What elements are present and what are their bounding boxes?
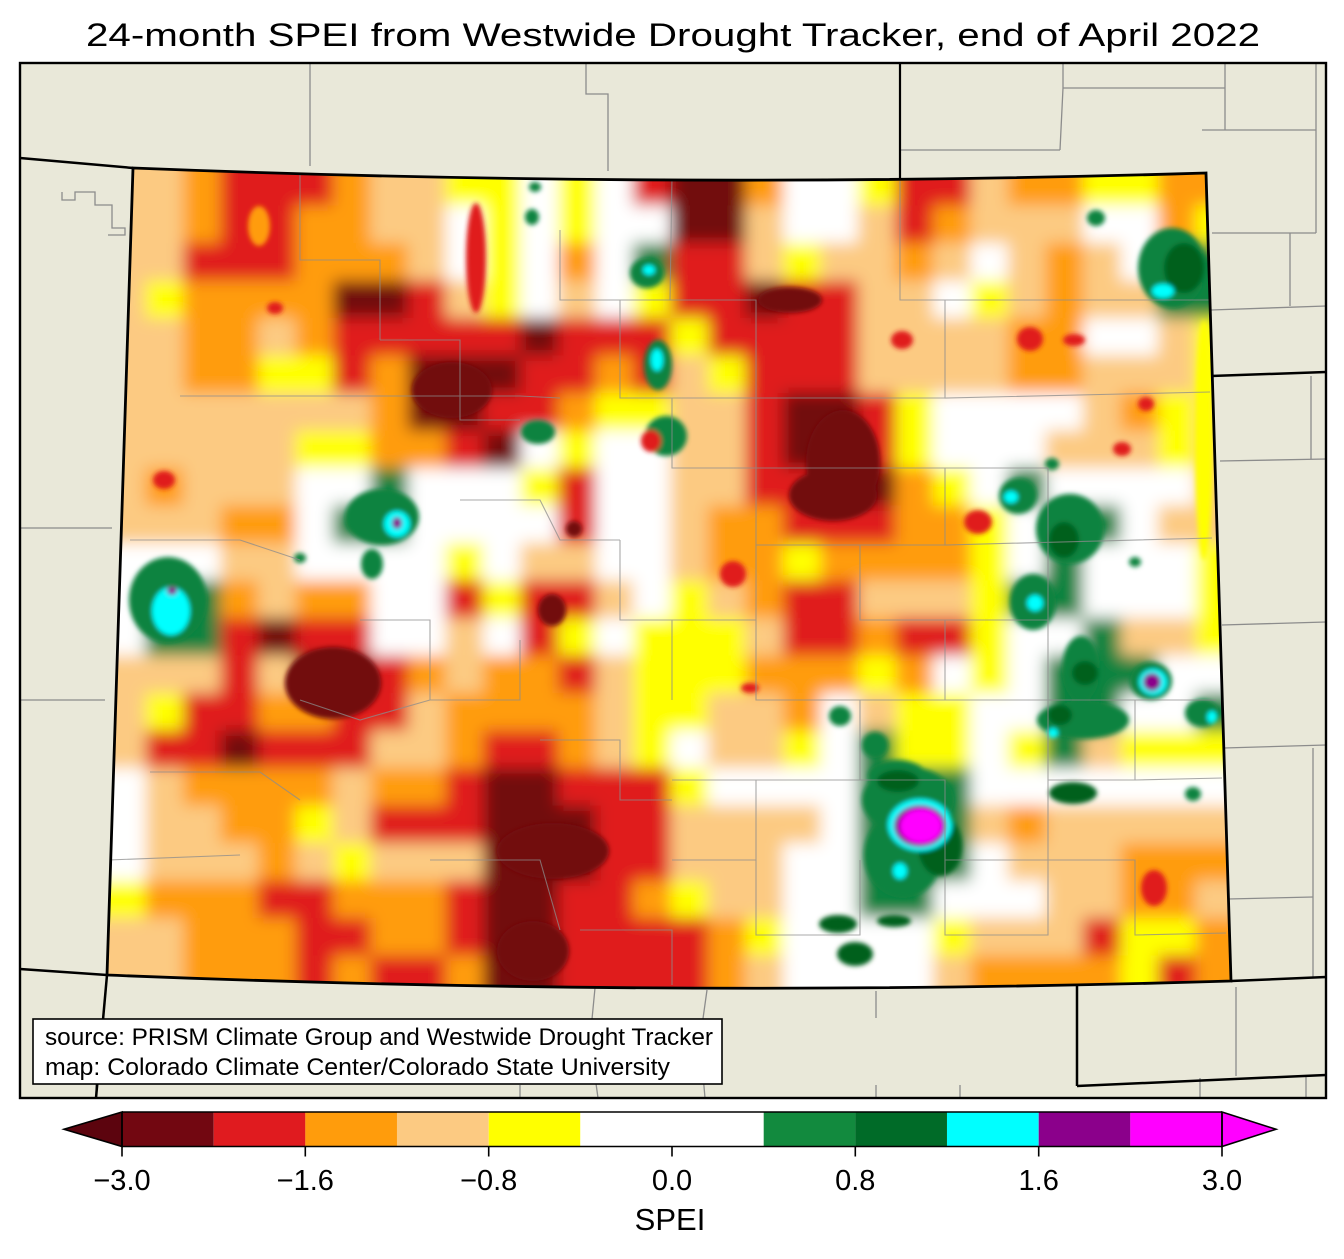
svg-text:−3.0: −3.0 <box>93 1165 150 1197</box>
svg-text:1.6: 1.6 <box>1019 1165 1059 1197</box>
svg-text:24-month SPEI from Westwide Dr: 24-month SPEI from Westwide Drought Trac… <box>86 17 1260 53</box>
svg-text:0.0: 0.0 <box>652 1165 692 1197</box>
svg-text:source: PRISM Climate Group an: source: PRISM Climate Group and Westwide… <box>45 1024 713 1051</box>
svg-text:−0.8: −0.8 <box>460 1165 517 1197</box>
svg-text:SPEI: SPEI <box>635 1202 706 1237</box>
svg-text:3.0: 3.0 <box>1202 1165 1242 1197</box>
svg-text:map: Colorado Climate Center/C: map: Colorado Climate Center/Colorado St… <box>45 1054 670 1081</box>
svg-text:−1.6: −1.6 <box>277 1165 334 1197</box>
svg-text:0.8: 0.8 <box>835 1165 875 1197</box>
